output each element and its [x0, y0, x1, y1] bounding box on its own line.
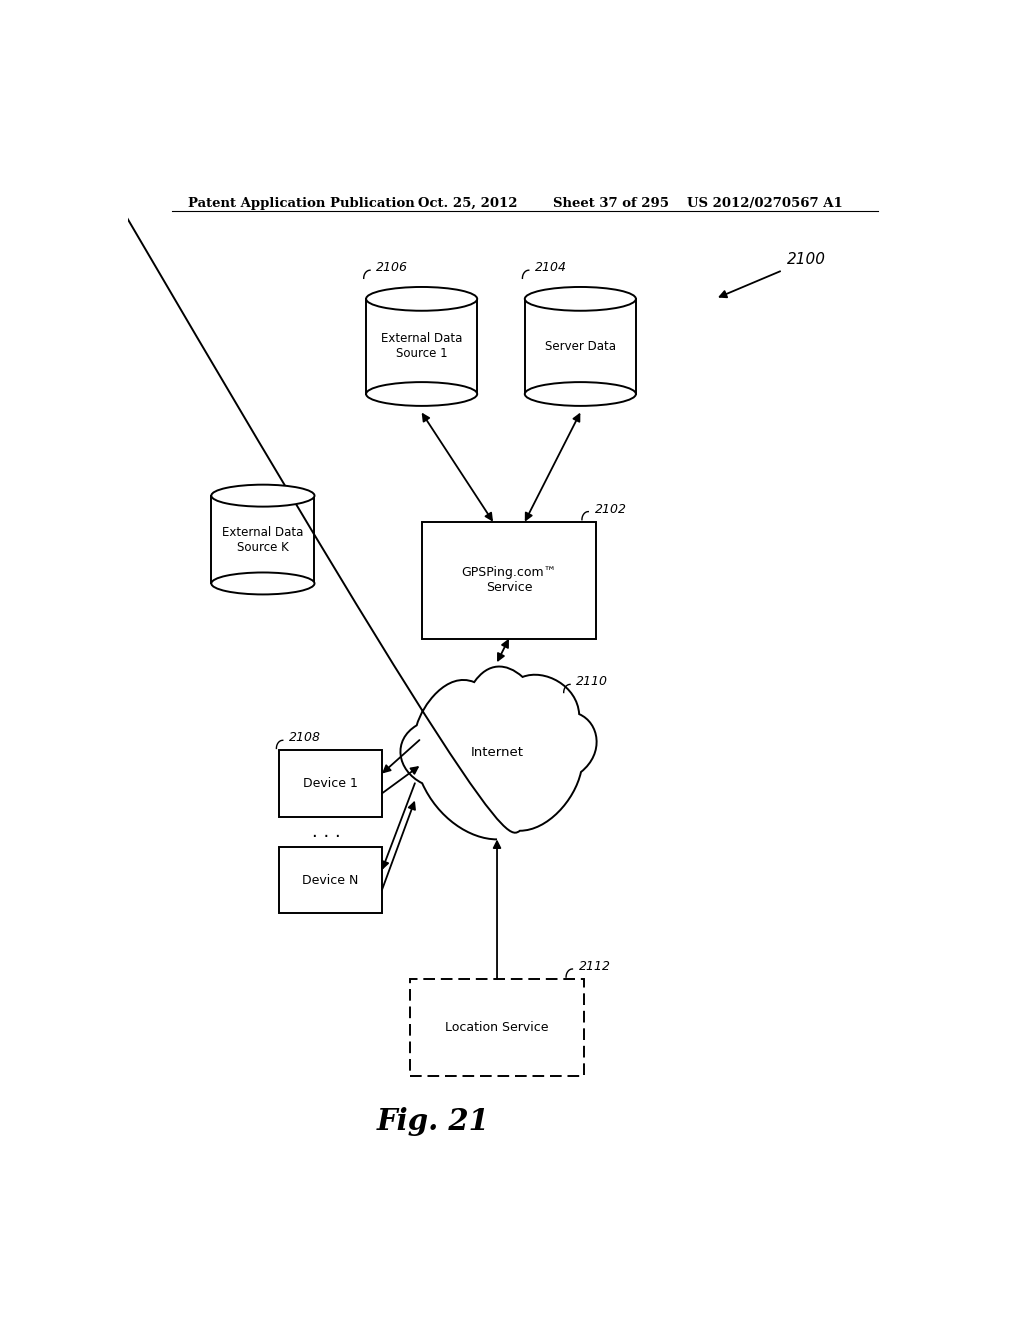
- Ellipse shape: [524, 381, 636, 405]
- Bar: [279, 847, 382, 913]
- Text: Server Data: Server Data: [545, 341, 615, 352]
- Ellipse shape: [366, 286, 477, 310]
- Text: Internet: Internet: [470, 747, 523, 759]
- Text: 2100: 2100: [786, 252, 825, 267]
- Ellipse shape: [366, 381, 477, 405]
- Text: 2106: 2106: [377, 261, 409, 275]
- Text: 2112: 2112: [579, 960, 610, 973]
- Text: Patent Application Publication: Patent Application Publication: [187, 197, 415, 210]
- Text: Device 1: Device 1: [303, 777, 357, 789]
- Text: External Data
Source 1: External Data Source 1: [381, 333, 462, 360]
- Bar: [279, 751, 382, 817]
- Text: 2102: 2102: [595, 503, 627, 516]
- Bar: [524, 298, 636, 393]
- Bar: [367, 298, 477, 393]
- Text: US 2012/0270567 A1: US 2012/0270567 A1: [687, 197, 843, 210]
- Ellipse shape: [211, 484, 314, 507]
- Text: Sheet 37 of 295: Sheet 37 of 295: [553, 197, 669, 210]
- Text: Oct. 25, 2012: Oct. 25, 2012: [418, 197, 517, 210]
- Bar: [422, 521, 596, 639]
- Text: External Data
Source K: External Data Source K: [222, 525, 303, 553]
- Text: 2104: 2104: [536, 261, 567, 275]
- Ellipse shape: [211, 573, 314, 594]
- Text: . . .: . . .: [312, 822, 341, 841]
- Text: Location Service: Location Service: [445, 1020, 549, 1034]
- Ellipse shape: [524, 286, 636, 310]
- Text: Fig. 21: Fig. 21: [377, 1107, 489, 1137]
- Text: 2108: 2108: [289, 731, 322, 744]
- Bar: [410, 979, 585, 1076]
- Text: GPSPing.com™
Service: GPSPing.com™ Service: [462, 566, 556, 594]
- Bar: [211, 495, 314, 583]
- Text: Device N: Device N: [302, 874, 358, 887]
- Text: 2110: 2110: [577, 676, 608, 689]
- PathPatch shape: [400, 667, 597, 841]
